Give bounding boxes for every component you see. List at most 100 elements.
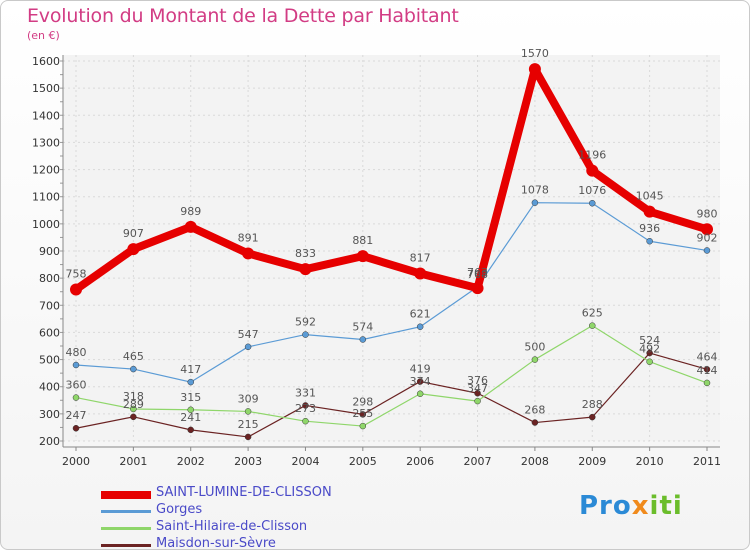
data-label-0: 1570 <box>521 47 549 60</box>
proxiti-logo: Proxiti <box>579 491 683 521</box>
data-point-2 <box>130 405 137 413</box>
data-label-0: 980 <box>697 207 718 220</box>
chart-title: Evolution du Montant de la Dette par Hab… <box>27 5 459 27</box>
data-label-0: 1196 <box>578 149 606 162</box>
chart-subtitle: (en €) <box>27 29 60 42</box>
data-point-0 <box>70 283 82 296</box>
data-label-2: 414 <box>697 364 718 377</box>
data-label-1: 547 <box>238 328 259 341</box>
legend-label: Gorges <box>156 502 203 517</box>
data-point-3 <box>531 419 539 426</box>
data-point-2 <box>416 390 424 398</box>
data-point-2 <box>359 422 367 430</box>
data-label-1: 417 <box>180 363 201 376</box>
data-label-0: 891 <box>238 231 259 244</box>
data-point-3 <box>646 349 653 357</box>
data-label-0: 881 <box>352 234 373 247</box>
data-point-1 <box>359 336 367 343</box>
data-point-2 <box>474 397 481 405</box>
y-tick-label: 200 <box>39 435 60 448</box>
legend-label: Maisdon-sur-Sèvre <box>156 536 276 550</box>
data-point-0 <box>299 263 312 276</box>
data-point-1 <box>589 199 596 207</box>
data-point-0 <box>127 243 140 256</box>
data-point-1 <box>703 247 711 254</box>
legend-swatch <box>101 491 151 499</box>
series-line-1 <box>75 202 708 383</box>
data-point-3 <box>589 413 596 421</box>
data-point-0 <box>701 223 713 236</box>
data-label-1: 465 <box>123 350 144 363</box>
data-point-0 <box>471 282 484 295</box>
x-tick-label: 2008 <box>521 455 549 468</box>
data-label-1: 480 <box>66 346 87 359</box>
data-label-2: 255 <box>352 407 373 420</box>
data-label-1: 936 <box>639 222 660 235</box>
data-point-3 <box>474 389 481 397</box>
x-tick-label: 2004 <box>291 455 319 468</box>
data-label-1: 592 <box>295 316 316 329</box>
data-point-3 <box>130 413 137 421</box>
data-label-2: 500 <box>524 341 545 354</box>
plot-area <box>63 55 720 441</box>
y-tick-label: 1100 <box>32 191 60 204</box>
series-line-3 <box>75 352 708 438</box>
y-tick-label: 1300 <box>32 136 60 149</box>
data-point-2 <box>302 417 309 425</box>
data-point-0 <box>242 247 255 260</box>
data-label-3: 524 <box>639 334 660 347</box>
data-point-3 <box>72 424 80 432</box>
data-point-1 <box>531 199 539 206</box>
data-point-0 <box>643 205 656 218</box>
x-tick-label: 2011 <box>693 455 721 468</box>
x-tick-label: 2005 <box>349 455 377 468</box>
data-label-3: 419 <box>410 363 431 376</box>
x-tick-label: 2009 <box>578 455 606 468</box>
data-label-3: 247 <box>66 409 87 422</box>
data-label-2: 492 <box>639 343 660 356</box>
data-label-1: 574 <box>352 320 373 333</box>
data-point-3 <box>244 433 252 441</box>
data-point-2 <box>646 358 653 365</box>
data-label-0: 817 <box>410 252 431 265</box>
data-label-1: 902 <box>697 231 718 244</box>
data-point-2 <box>244 408 252 415</box>
data-label-3: 241 <box>180 411 201 424</box>
x-tick-label: 2001 <box>119 455 147 468</box>
y-tick-label: 1400 <box>32 109 60 122</box>
legend-swatch <box>101 527 151 530</box>
y-tick-label: 800 <box>39 272 60 285</box>
data-label-3: 289 <box>123 398 144 411</box>
data-label-3: 268 <box>524 404 545 417</box>
data-label-2: 360 <box>66 379 87 392</box>
y-tick-label: 1000 <box>32 218 60 231</box>
y-tick-label: 1600 <box>32 55 60 68</box>
data-point-1 <box>646 237 653 245</box>
y-tick-label: 400 <box>39 381 60 394</box>
data-point-1 <box>130 365 137 373</box>
x-tick-label: 2003 <box>234 455 262 468</box>
data-label-3: 331 <box>295 386 316 399</box>
data-point-0 <box>184 220 197 233</box>
data-point-3 <box>703 366 711 373</box>
data-point-0 <box>356 250 369 263</box>
data-point-0 <box>528 63 541 76</box>
y-tick-label: 900 <box>39 245 60 258</box>
data-label-2: 318 <box>123 390 144 403</box>
data-label-2: 347 <box>467 382 488 395</box>
y-tick-label: 500 <box>39 354 60 367</box>
data-label-1: 1076 <box>578 184 606 197</box>
x-tick-label: 2007 <box>464 455 492 468</box>
data-point-1 <box>416 323 424 330</box>
legend-label: Saint-Hilaire-de-Clisson <box>156 519 308 534</box>
data-point-1 <box>244 343 252 351</box>
data-point-2 <box>703 379 711 387</box>
data-point-3 <box>302 402 309 409</box>
data-label-3: 464 <box>697 350 718 363</box>
data-label-3: 298 <box>352 395 373 408</box>
data-label-3: 376 <box>467 374 488 387</box>
y-tick-label: 300 <box>39 408 60 421</box>
data-label-0: 763 <box>467 266 488 279</box>
